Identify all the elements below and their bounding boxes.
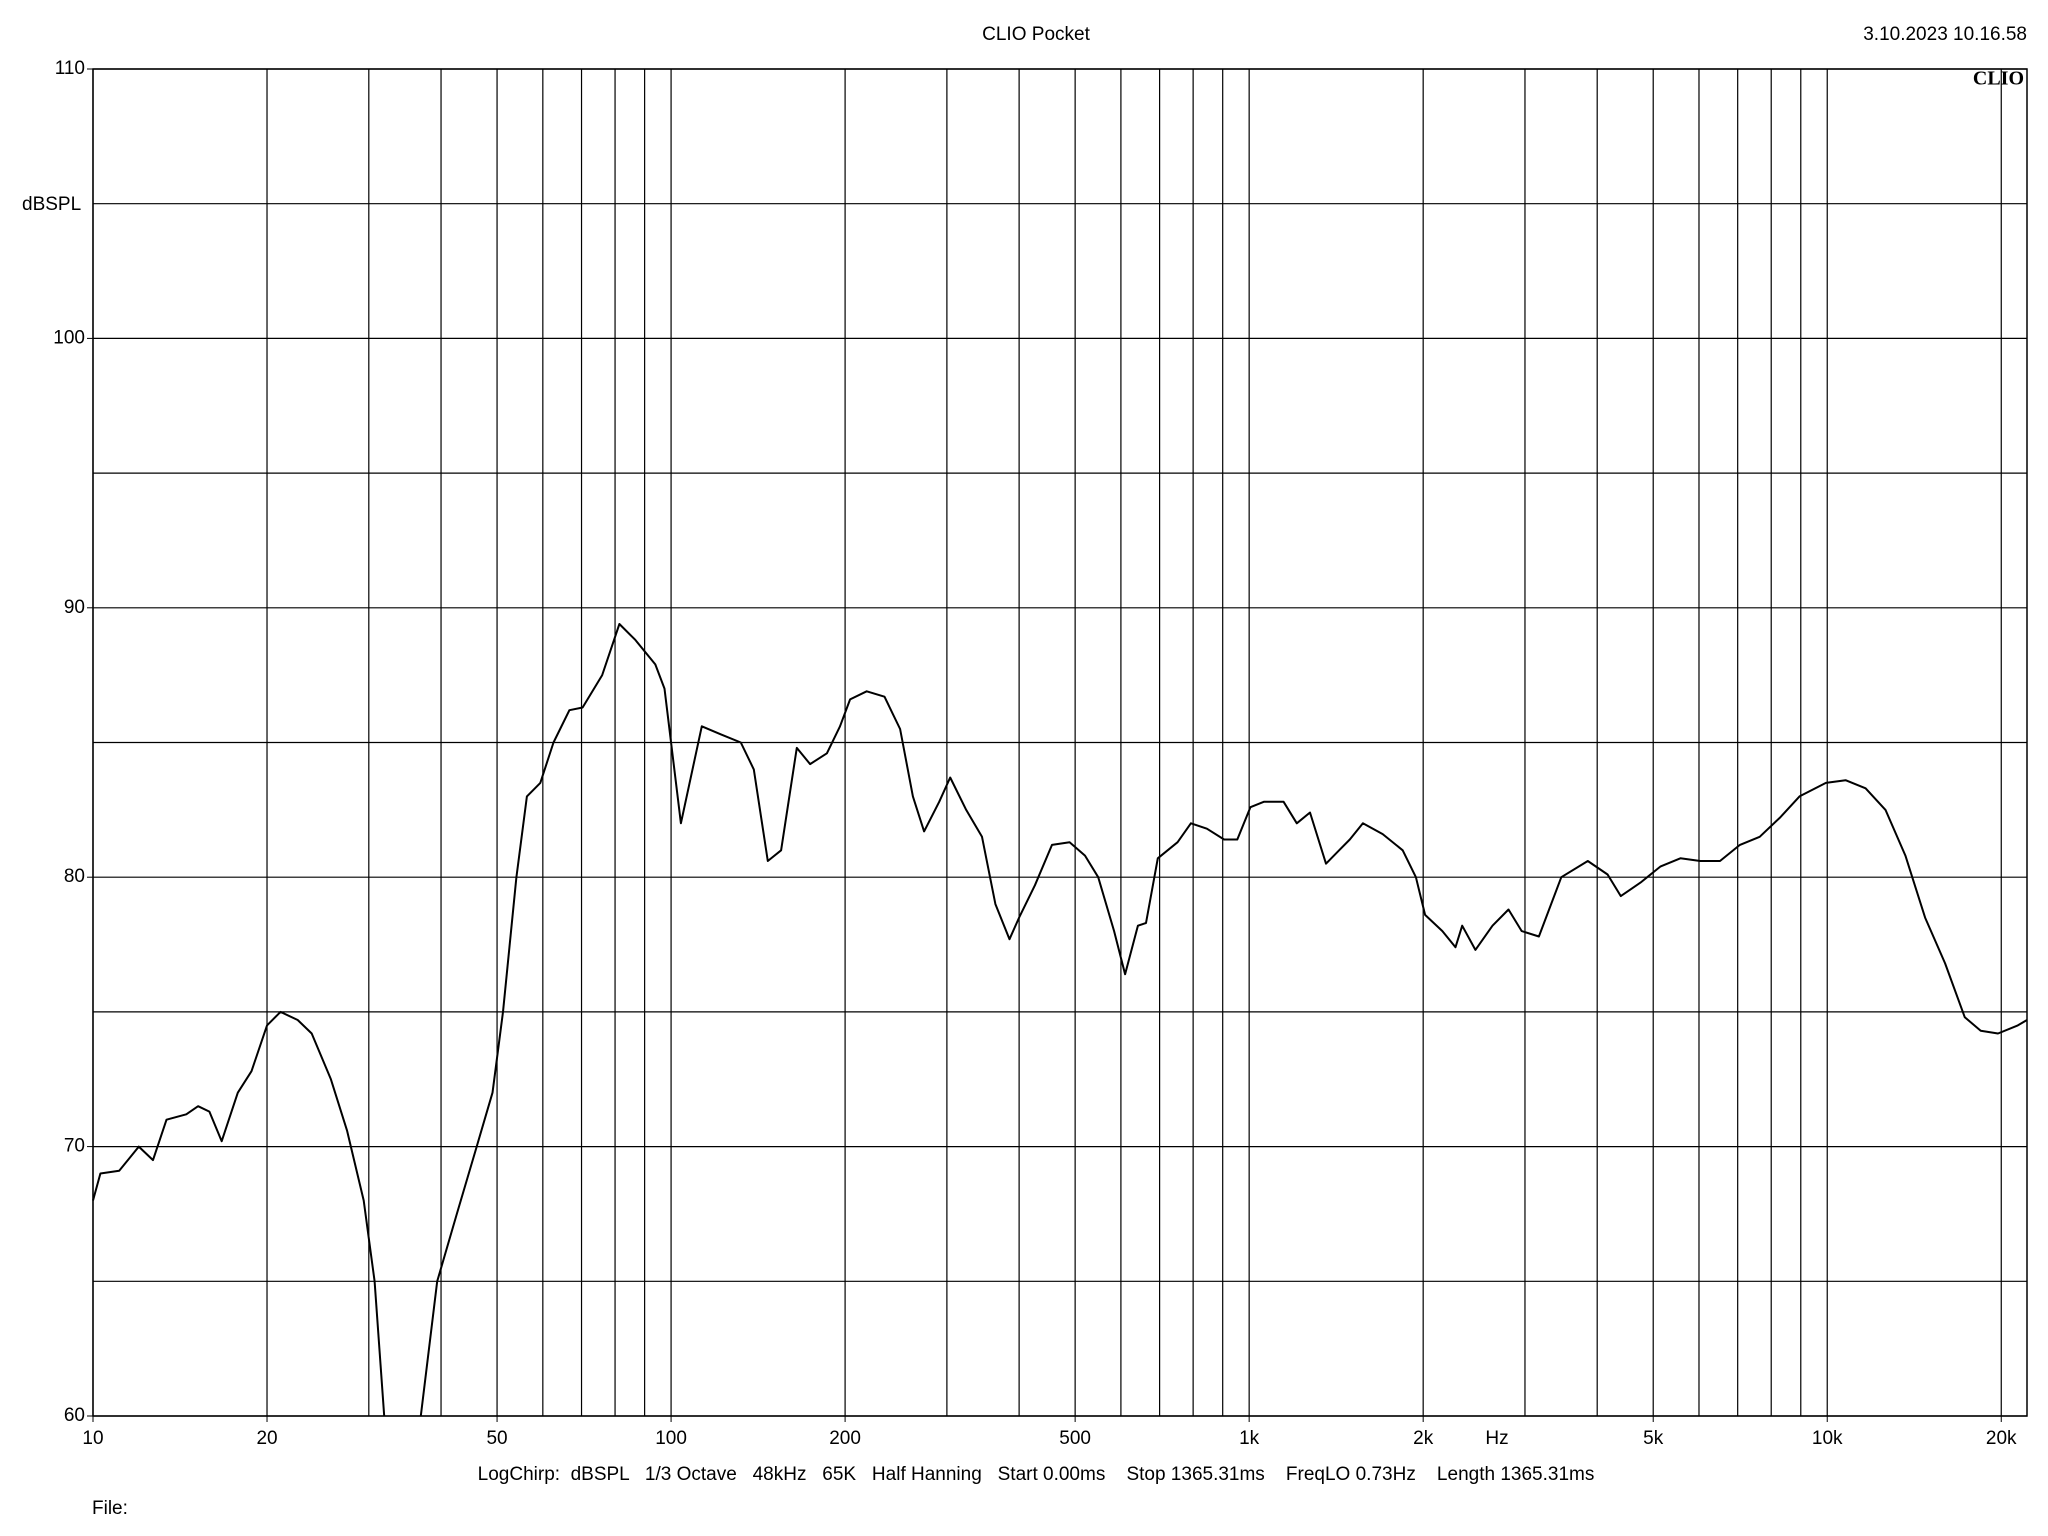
footer: LogChirp: dBSPL 1/3 Octave 48kHz 65K Hal… [478, 1464, 1595, 1485]
y-axis-label: dBSPL [22, 194, 81, 215]
y-tick-label: 110 [55, 58, 85, 79]
plot-frame [92, 68, 2028, 1417]
chart-title: CLIO Pocket [982, 24, 1090, 45]
x-tick-label: 20k [1986, 1428, 2017, 1449]
x-tick-label: 50 [486, 1428, 507, 1449]
response-curve [92, 623, 2028, 1417]
x-tick-label: 200 [829, 1428, 861, 1449]
y-tick-label: 80 [64, 866, 85, 887]
y-tick-label: 60 [64, 1405, 85, 1426]
x-tick-label: 2k [1413, 1428, 1434, 1449]
logo: CLIO [1973, 68, 2024, 90]
x-axis-label: Hz [1485, 1428, 1508, 1449]
x-tick-label: 10k [1812, 1428, 1843, 1449]
x-tick-label: 5k [1643, 1428, 1664, 1449]
x-tick-label: 100 [655, 1428, 687, 1449]
x-tick-label: 1k [1239, 1428, 1260, 1449]
x-tick-label: 500 [1059, 1428, 1091, 1449]
y-tick-label: 70 [64, 1136, 85, 1157]
timestamp: 3.10.2023 10.16.58 [1863, 24, 2027, 45]
y-tick-label: 90 [64, 597, 85, 618]
x-tick-label: 20 [256, 1428, 277, 1449]
y-tick-label: 100 [53, 327, 85, 348]
x-tick-label: 10 [82, 1428, 103, 1449]
file-label: File: [92, 1498, 128, 1519]
